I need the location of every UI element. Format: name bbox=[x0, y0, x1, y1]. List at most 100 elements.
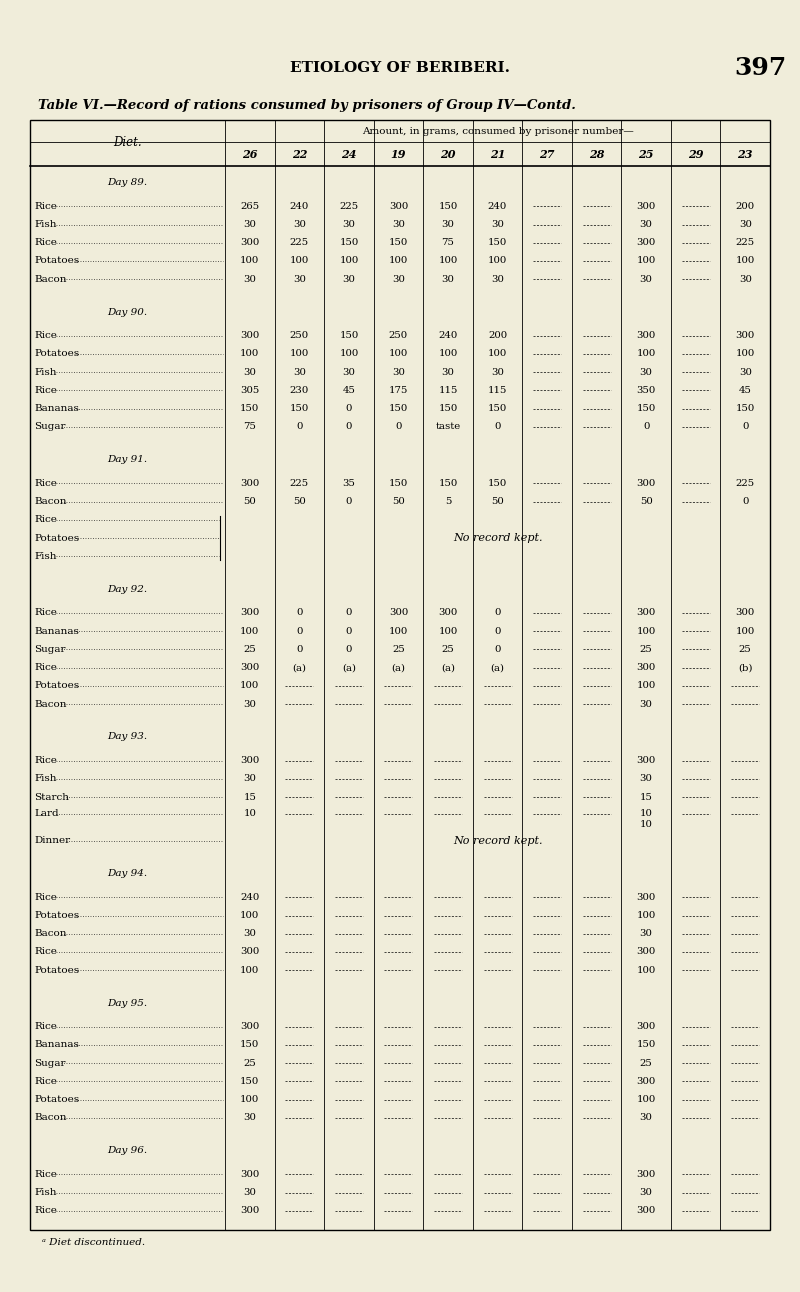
Text: 30: 30 bbox=[738, 220, 752, 229]
Text: 22: 22 bbox=[291, 149, 307, 159]
Text: 300: 300 bbox=[389, 202, 408, 211]
Bar bbox=[30, 120, 770, 1230]
Text: ᵃ Diet discontinued.: ᵃ Diet discontinued. bbox=[42, 1238, 145, 1247]
Text: 30: 30 bbox=[738, 275, 752, 284]
Text: 35: 35 bbox=[342, 479, 355, 488]
Text: 30: 30 bbox=[293, 275, 306, 284]
Text: Rice: Rice bbox=[34, 1022, 57, 1031]
Text: 300: 300 bbox=[240, 1022, 259, 1031]
Text: 0: 0 bbox=[296, 645, 302, 654]
Text: 30: 30 bbox=[243, 368, 256, 377]
Text: (a): (a) bbox=[490, 663, 505, 672]
Text: 350: 350 bbox=[637, 386, 656, 395]
Text: 25: 25 bbox=[243, 1058, 256, 1067]
Text: 115: 115 bbox=[438, 386, 458, 395]
Text: 0: 0 bbox=[296, 627, 302, 636]
Text: 0: 0 bbox=[395, 422, 402, 432]
Text: 300: 300 bbox=[438, 609, 458, 618]
Text: 150: 150 bbox=[488, 404, 507, 413]
Text: 225: 225 bbox=[290, 238, 309, 247]
Text: Dinner: Dinner bbox=[34, 836, 70, 845]
Text: 30: 30 bbox=[491, 220, 504, 229]
Text: Day 95.: Day 95. bbox=[107, 999, 147, 1008]
Text: 100: 100 bbox=[290, 257, 309, 265]
Text: 240: 240 bbox=[290, 202, 309, 211]
Text: 115: 115 bbox=[488, 386, 507, 395]
Text: 150: 150 bbox=[290, 404, 309, 413]
Text: 175: 175 bbox=[389, 386, 408, 395]
Text: 230: 230 bbox=[290, 386, 309, 395]
Text: 30: 30 bbox=[640, 774, 653, 783]
Text: 30: 30 bbox=[243, 1189, 256, 1198]
Text: Lard: Lard bbox=[34, 809, 58, 818]
Text: 30: 30 bbox=[392, 275, 405, 284]
Text: Bananas: Bananas bbox=[34, 404, 79, 413]
Text: Bananas: Bananas bbox=[34, 627, 79, 636]
Text: 250: 250 bbox=[389, 331, 408, 340]
Text: 100: 100 bbox=[438, 627, 458, 636]
Text: Day 92.: Day 92. bbox=[107, 585, 147, 593]
Text: 100: 100 bbox=[438, 349, 458, 358]
Text: 30: 30 bbox=[640, 275, 653, 284]
Text: 30: 30 bbox=[491, 368, 504, 377]
Text: Fish: Fish bbox=[34, 774, 57, 783]
Text: Sugar: Sugar bbox=[34, 1058, 66, 1067]
Text: Sugar: Sugar bbox=[34, 645, 66, 654]
Text: 30: 30 bbox=[640, 1189, 653, 1198]
Text: 200: 200 bbox=[488, 331, 507, 340]
Text: Bacon: Bacon bbox=[34, 699, 66, 708]
Text: Rice: Rice bbox=[34, 1171, 57, 1178]
Text: 100: 100 bbox=[389, 349, 408, 358]
Text: 30: 30 bbox=[243, 220, 256, 229]
Text: 100: 100 bbox=[637, 681, 656, 690]
Text: 250: 250 bbox=[290, 331, 309, 340]
Text: 50: 50 bbox=[491, 497, 504, 506]
Text: 0: 0 bbox=[346, 422, 352, 432]
Text: 0: 0 bbox=[494, 422, 501, 432]
Text: 30: 30 bbox=[243, 774, 256, 783]
Text: (a): (a) bbox=[441, 663, 455, 672]
Text: 100: 100 bbox=[637, 1096, 656, 1105]
Text: 100: 100 bbox=[389, 627, 408, 636]
Text: Rice: Rice bbox=[34, 202, 57, 211]
Text: 25: 25 bbox=[640, 645, 653, 654]
Text: 225: 225 bbox=[736, 238, 754, 247]
Text: Potatoes: Potatoes bbox=[34, 534, 79, 543]
Text: 100: 100 bbox=[637, 349, 656, 358]
Text: 30: 30 bbox=[243, 929, 256, 938]
Text: Fish: Fish bbox=[34, 220, 57, 229]
Text: 100: 100 bbox=[240, 911, 259, 920]
Text: 30: 30 bbox=[392, 220, 405, 229]
Text: 240: 240 bbox=[438, 331, 458, 340]
Text: 100: 100 bbox=[637, 257, 656, 265]
Text: 300: 300 bbox=[240, 331, 259, 340]
Text: 300: 300 bbox=[637, 331, 656, 340]
Text: 150: 150 bbox=[389, 404, 408, 413]
Text: 100: 100 bbox=[339, 257, 358, 265]
Text: 300: 300 bbox=[637, 1171, 656, 1178]
Text: 300: 300 bbox=[637, 1207, 656, 1216]
Text: 100: 100 bbox=[240, 681, 259, 690]
Text: Day 90.: Day 90. bbox=[107, 307, 147, 317]
Text: 30: 30 bbox=[640, 368, 653, 377]
Text: 15: 15 bbox=[243, 792, 256, 801]
Text: 300: 300 bbox=[240, 1207, 259, 1216]
Text: 100: 100 bbox=[240, 349, 259, 358]
Text: Diet.: Diet. bbox=[113, 137, 142, 150]
Text: 50: 50 bbox=[392, 497, 405, 506]
Text: Rice: Rice bbox=[34, 663, 57, 672]
Text: 75: 75 bbox=[243, 422, 256, 432]
Text: Sugar: Sugar bbox=[34, 422, 66, 432]
Text: Rice: Rice bbox=[34, 947, 57, 956]
Text: Fish: Fish bbox=[34, 552, 57, 561]
Text: Bacon: Bacon bbox=[34, 929, 66, 938]
Text: 30: 30 bbox=[342, 220, 355, 229]
Text: 50: 50 bbox=[640, 497, 653, 506]
Text: 300: 300 bbox=[637, 238, 656, 247]
Text: 300: 300 bbox=[240, 238, 259, 247]
Text: Table VI.—Record of rations consumed by prisoners of Group IV—Contd.: Table VI.—Record of rations consumed by … bbox=[38, 98, 576, 111]
Text: 100: 100 bbox=[736, 257, 755, 265]
Text: Rice: Rice bbox=[34, 1078, 57, 1087]
Text: 150: 150 bbox=[488, 238, 507, 247]
Text: 300: 300 bbox=[637, 202, 656, 211]
